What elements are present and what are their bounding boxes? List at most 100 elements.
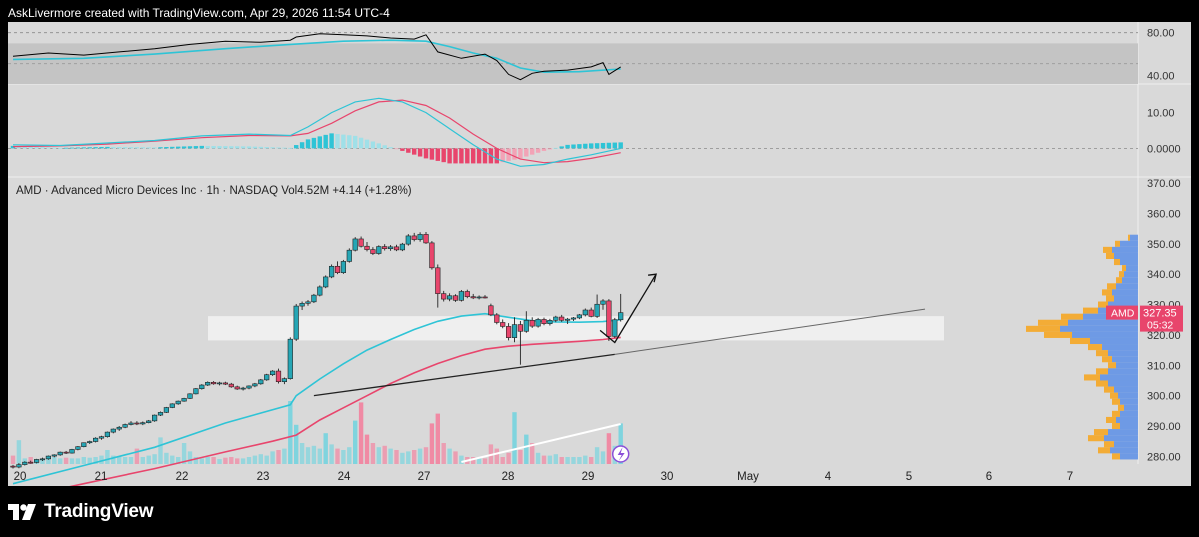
macd-histogram-bar (335, 133, 340, 149)
volume-profile-bar-up (1104, 386, 1114, 393)
candle (523, 311, 529, 333)
macd-histogram-bar (63, 147, 69, 149)
candle (246, 385, 252, 390)
chart-legend[interactable]: AMD · Advanced Micro Devices Inc · 1h · … (16, 185, 412, 197)
volume-bar (229, 457, 234, 464)
macd-histogram-bar (412, 148, 417, 155)
volume-bar (22, 458, 27, 464)
price-pane[interactable]: AMD · Advanced Micro Devices Inc · 1h · … (10, 178, 1183, 486)
macd-histogram-bar (406, 148, 411, 153)
candle (205, 381, 211, 386)
volume-profile-bar-down (1124, 271, 1138, 278)
trendline-support[interactable] (313, 353, 615, 397)
candle-body (588, 309, 594, 317)
macd-signal-line (12, 99, 621, 164)
price-tick-label: 340.00 (1147, 269, 1181, 281)
rsi-pane[interactable]: 80.00 40.00 (8, 28, 1175, 84)
time-tick-label: 21 (95, 471, 108, 483)
candle (305, 300, 311, 306)
macd-tick-label: 10.00 (1147, 108, 1175, 120)
candle (370, 247, 376, 256)
volume-bar (394, 450, 399, 464)
candle-body (33, 459, 40, 463)
candle (75, 446, 81, 451)
macd-histogram-bar (559, 146, 564, 149)
macd-histogram-bar (476, 148, 482, 164)
macd-histogram-bar (394, 148, 399, 150)
time-tick-label: 30 (661, 471, 674, 483)
volume-profile-bar-down (1102, 344, 1138, 351)
macd-histogram-bar (69, 147, 75, 149)
chart-area[interactable]: 80.00 40.00 10.00 0.0000 AMD · Advanced Micr… (8, 22, 1191, 486)
volume-bar (111, 455, 116, 464)
candle-body (594, 303, 600, 317)
macd-histogram-bar (500, 148, 505, 163)
price-tick-label: 300.00 (1147, 391, 1181, 403)
volume-profile-bar-up (1122, 265, 1126, 272)
macd-histogram-bar (618, 142, 623, 149)
candle (287, 337, 293, 380)
macd-histogram-bar (589, 143, 594, 149)
macd-histogram-bar (205, 145, 210, 149)
volume-bar (75, 458, 81, 464)
trendline-extension[interactable] (614, 308, 926, 355)
candle (559, 314, 565, 322)
volume-profile-bar-down (1060, 325, 1138, 332)
volume-bar (412, 450, 417, 464)
volume-bar (329, 444, 334, 464)
macd-pane[interactable]: 10.00 0.0000 (8, 97, 1181, 167)
macd-histogram-bar (329, 133, 334, 149)
candle-body (163, 407, 170, 413)
time-tick-label: 20 (14, 471, 27, 483)
volume-bar (382, 445, 387, 464)
candle-body (57, 451, 63, 456)
candle (98, 435, 105, 440)
volume-bar (193, 457, 199, 464)
candle-body (81, 442, 87, 447)
candle (264, 373, 270, 381)
candle-body (134, 422, 140, 425)
time-tick-label: 29 (582, 471, 595, 483)
tradingview-logo[interactable]: TradingView (8, 501, 154, 523)
volume-bar (258, 454, 263, 464)
macd-histogram-bar (370, 141, 376, 149)
volume-bar (317, 448, 322, 464)
chart-legend-text: AMD · Advanced Micro Devices Inc · 1h · … (16, 185, 412, 197)
support-zone[interactable] (208, 316, 944, 341)
candle (387, 245, 394, 251)
volume-bar (146, 455, 151, 464)
macd-histogram-bar (105, 146, 110, 149)
candle-body (51, 454, 57, 457)
candle (376, 245, 382, 255)
volume-bar (181, 443, 187, 464)
macd-histogram-bar (117, 147, 122, 149)
candle-body (570, 317, 577, 320)
candle (323, 275, 329, 289)
time-tick-label: May (737, 471, 759, 483)
volume-bar (600, 451, 606, 464)
candle-body (564, 318, 571, 321)
macd-histogram-bar (518, 148, 523, 159)
candle (234, 385, 240, 390)
volume-profile-bar-up (1128, 234, 1130, 241)
candle-body (205, 382, 211, 386)
macd-histogram-bar (217, 146, 222, 149)
candle (63, 450, 69, 454)
candle (618, 293, 624, 322)
candle-body (482, 296, 488, 299)
event-badge[interactable] (611, 445, 630, 463)
candle (45, 455, 51, 460)
volume-profile-bar-up (1096, 380, 1108, 387)
price-tick-label: 290.00 (1147, 421, 1181, 433)
candle-body (264, 374, 270, 381)
ema-slow-line (69, 336, 621, 486)
macd-histogram-bar (58, 147, 63, 149)
price-chart[interactable]: 80.00 40.00 10.00 0.0000 AMD · Advanced Micr… (8, 22, 1191, 486)
volume-profile-bar-down (1120, 398, 1138, 405)
candle (488, 303, 494, 317)
candle-body (45, 455, 51, 460)
rsi-line (12, 33, 621, 81)
volume-bar (577, 457, 582, 464)
projection-path[interactable] (599, 273, 657, 344)
candle (328, 264, 335, 279)
